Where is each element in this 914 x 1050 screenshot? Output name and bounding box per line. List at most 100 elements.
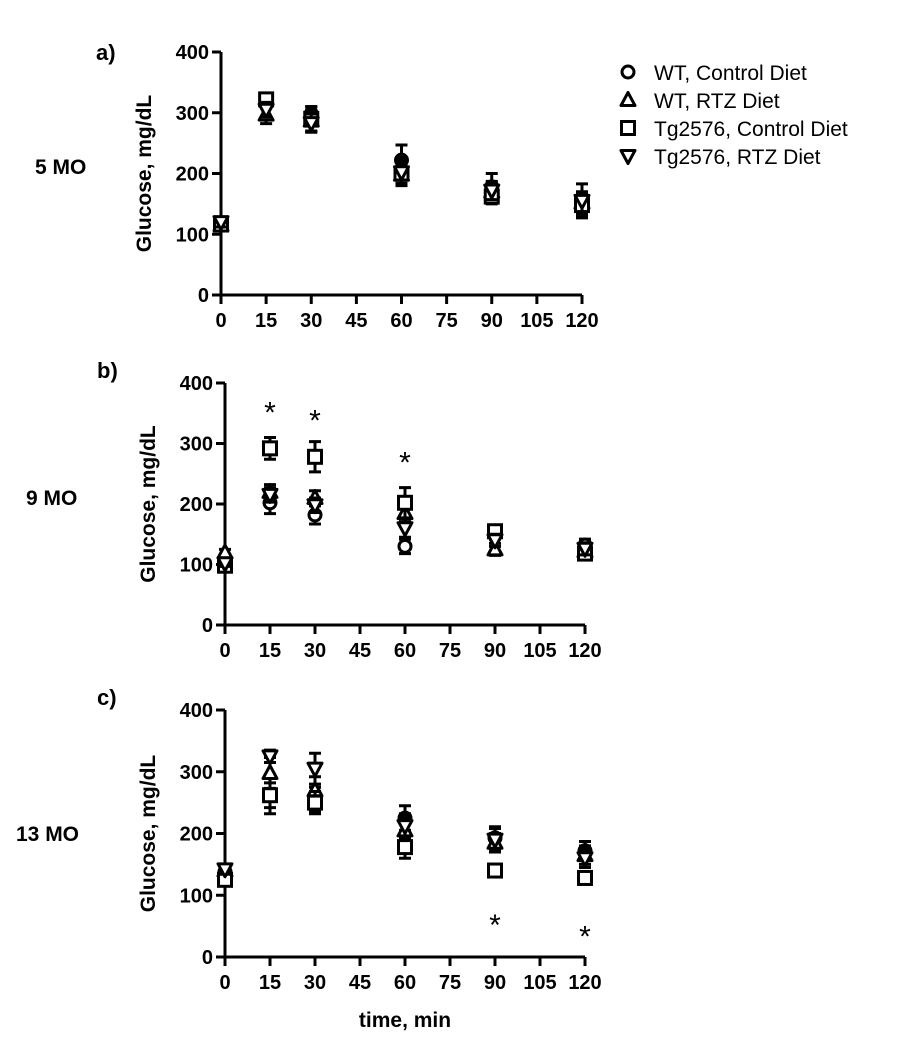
legend-item: Tg2576, Control Diet	[620, 118, 848, 141]
x-tick-label: 105	[523, 972, 556, 994]
data-point	[576, 541, 594, 558]
x-tick-label: 15	[255, 310, 277, 332]
data-point	[302, 116, 320, 133]
y-tick-label: 400	[180, 373, 213, 395]
x-tick-label: 90	[484, 972, 506, 994]
data-point	[307, 794, 323, 811]
y-tick-label: 200	[180, 824, 213, 846]
x-tick-label: 0	[219, 640, 230, 662]
chart-panel-1: a) 5 MO 0 100 200 300 400 0 15 30 45 60 75 90 105 120 Gl…	[35, 40, 599, 332]
data-point	[212, 215, 230, 232]
x-tick-label: 0	[215, 310, 226, 332]
x-tick-label: 75	[439, 640, 461, 662]
y-tick-label: 0	[198, 285, 209, 307]
data-point	[261, 487, 279, 504]
data-point	[397, 538, 413, 554]
x-tick-label: 60	[394, 972, 416, 994]
x-tick-label: 90	[484, 640, 506, 662]
x-tick-label: 30	[300, 310, 322, 332]
x-tick-label: 120	[568, 640, 601, 662]
x-tick-label: 30	[304, 972, 326, 994]
legend-label: Tg2576, Control Diet	[654, 118, 848, 141]
data-point	[396, 521, 414, 538]
legend-label: WT, Control Diet	[654, 62, 807, 85]
y-tick-label: 400	[176, 42, 209, 64]
x-tick-label: 105	[520, 310, 553, 332]
x-tick-label: 45	[349, 972, 371, 994]
x-tick-label: 45	[345, 310, 367, 332]
data-point	[397, 494, 413, 511]
y-tick-label: 100	[180, 885, 213, 907]
y-tick-label: 100	[180, 555, 213, 577]
y-tick-label: 200	[180, 494, 213, 516]
x-tick-label: 15	[259, 972, 281, 994]
legend-marker-triangle-down	[619, 149, 637, 165]
x-tick-label: 60	[390, 310, 412, 332]
x-tick-label: 105	[523, 640, 556, 662]
chart-panel-2: b) 9 MO 0 100 200 300 400 0 15 30 45 60 75 90 105 120 Gl…	[26, 358, 602, 662]
x-tick-label: 0	[219, 972, 230, 994]
series-triangle-down	[212, 100, 591, 232]
x-tick-label: 120	[568, 972, 601, 994]
data-point	[306, 761, 324, 778]
data-point	[216, 862, 234, 879]
data-point	[257, 102, 275, 119]
data-point	[216, 543, 234, 560]
data-point	[573, 193, 591, 210]
data-point	[487, 862, 503, 879]
data-point	[486, 832, 504, 849]
y-axis-title: Glucose, mg/dL	[137, 755, 160, 913]
legend-item: Tg2576, RTZ Diet	[619, 146, 821, 169]
y-axis-title: Glucose, mg/dL	[137, 425, 160, 583]
data-point	[483, 183, 501, 200]
x-tick-label: 30	[304, 640, 326, 662]
legend-label: WT, RTZ Diet	[654, 90, 780, 113]
y-tick-label: 300	[176, 103, 209, 125]
legend-marker-square	[620, 120, 636, 136]
data-point	[261, 763, 279, 780]
y-tick-label: 100	[176, 224, 209, 246]
series-triangle-down	[216, 748, 594, 879]
x-axis-title: time, min	[359, 1009, 451, 1032]
data-point	[397, 839, 413, 856]
legend-label: Tg2576, RTZ Diet	[654, 146, 821, 169]
chart-panel-3: c) 13 MO 0 100 200 300 400 0 15 30 45 60 75 90 105 120 G…	[16, 685, 602, 1032]
y-tick-label: 300	[180, 434, 213, 456]
significance-asterisk: *	[399, 447, 411, 480]
data-point	[396, 819, 414, 836]
data-point	[393, 165, 410, 182]
x-tick-label: 60	[394, 640, 416, 662]
x-tick-label: 15	[259, 640, 281, 662]
panel-title: 5 MO	[35, 156, 86, 179]
y-tick-label: 300	[180, 762, 213, 784]
data-point	[307, 448, 323, 465]
legend-marker-circle	[620, 64, 636, 80]
panel-letter: b)	[97, 358, 118, 383]
data-point	[577, 869, 593, 886]
x-tick-label: 75	[439, 972, 461, 994]
y-tick-label: 0	[202, 615, 213, 637]
data-point	[486, 533, 504, 550]
data-point	[261, 749, 279, 766]
legend-item: WT, Control Diet	[620, 62, 807, 85]
y-tick-label: 0	[202, 947, 213, 969]
panel-letter: a)	[96, 40, 116, 65]
series-triangle-down	[216, 486, 594, 573]
data-point	[216, 556, 234, 573]
legend-marker-triangle-up	[619, 91, 637, 107]
panel-title: 13 MO	[16, 823, 79, 846]
legend-item: WT, RTZ Diet	[619, 90, 780, 113]
significance-asterisk: *	[489, 909, 501, 942]
data-point	[262, 440, 278, 457]
panel-title: 9 MO	[26, 487, 77, 510]
legend: WT, Control Diet WT, RTZ Diet Tg2576, Cont…	[619, 62, 848, 169]
data-point	[576, 851, 594, 868]
significance-asterisk: *	[579, 920, 591, 953]
x-tick-label: 75	[436, 310, 458, 332]
panel-letter: c)	[97, 685, 117, 710]
data-point	[306, 498, 324, 515]
y-tick-label: 400	[180, 700, 213, 722]
y-axis-title: Glucose, mg/dL	[133, 95, 156, 253]
significance-asterisk: *	[309, 404, 321, 437]
